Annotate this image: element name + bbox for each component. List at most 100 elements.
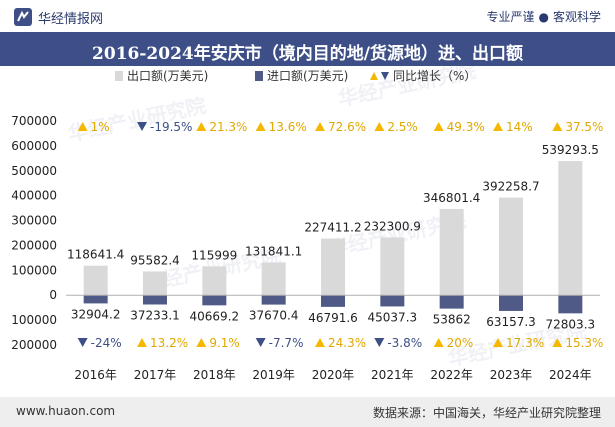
legend-import-label: 进口额(万美元) (267, 69, 348, 83)
footer-site: www.huaon.com (16, 404, 116, 418)
yoy-label: 24.3% (328, 336, 366, 350)
yoy-label: -24% (91, 336, 122, 350)
yoy-up-triangle-icon (374, 122, 385, 131)
yoy-label: 17.3% (506, 336, 544, 350)
yoy-down-triangle-icon (137, 122, 147, 131)
import-value-label: 63157.3 (486, 315, 536, 329)
yoy-up-triangle-icon (552, 338, 563, 347)
import-value-label: 46791.6 (308, 311, 358, 325)
import-value-label: 37233.1 (130, 308, 180, 322)
y-tick-label: 100000 (11, 263, 57, 277)
yoy-label: 72.6% (328, 120, 366, 134)
yoy-up-triangle-icon (493, 338, 503, 347)
y-tick-label: 200000 (11, 238, 57, 252)
tagline-left: 专业严谨 (486, 10, 535, 24)
import-bar (83, 295, 108, 304)
import-bar (202, 295, 227, 306)
yoy-label: 1% (91, 120, 110, 134)
export-value-label: 232300.9 (364, 219, 421, 233)
export-bar (380, 237, 405, 296)
yoy-up-triangle-icon (433, 338, 444, 347)
separator-dot-icon: ● (538, 10, 549, 24)
import-bar (439, 295, 464, 309)
yoy-up-triangle-icon (552, 122, 563, 131)
import-value-label: 32904.2 (71, 307, 121, 321)
yoy-label: 13.6% (269, 120, 307, 134)
yoy-up-triangle-icon (493, 122, 503, 131)
export-bar (321, 238, 345, 296)
yoy-down-triangle-icon (255, 338, 266, 347)
x-tick-label: 2024年 (549, 368, 592, 382)
y-tick-label: 100000 (11, 313, 57, 327)
yoy-up-triangle-icon (433, 122, 444, 131)
y-tick-label: 300000 (11, 214, 57, 228)
yoy-label: 14% (506, 120, 533, 134)
x-tick-label: 2022年 (430, 368, 473, 382)
brand-logo-icon (14, 8, 32, 26)
x-tick-label: 2017年 (134, 368, 177, 382)
yoy-up-triangle-icon (137, 338, 147, 347)
yoy-label: 9.1% (209, 336, 240, 350)
x-tick-label: 2016年 (74, 368, 117, 382)
export-value-label: 95582.4 (130, 253, 180, 267)
export-bar (439, 208, 464, 296)
import-value-label: 40669.2 (190, 309, 240, 323)
brand-name: 华经情报网 (38, 12, 104, 27)
export-value-label: 115999 (191, 248, 237, 262)
import-value-label: 37670.4 (249, 309, 299, 323)
yoy-up-triangle-icon (315, 338, 325, 347)
import-bar (499, 295, 523, 311)
import-value-label: 53862 (433, 313, 471, 327)
legend-export-swatch (115, 71, 123, 81)
title-bar: 2016-2024年安庆市（境内目的地/货源地）进、出口额 (0, 32, 615, 66)
yoy-label: -7.7% (269, 336, 304, 350)
footer: www.huaon.com 数据来源：中国海关，华经产业研究院整理 (0, 397, 615, 427)
x-tick-label: 2018年 (193, 368, 236, 382)
chart-title: 2016-2024年安庆市（境内目的地/货源地）进、出口额 (92, 44, 523, 64)
yoy-label: 37.5% (565, 120, 603, 134)
export-bar (202, 266, 227, 296)
import-bar (261, 295, 286, 305)
yoy-down-triangle-icon (77, 338, 88, 347)
yoy-label: 15.3% (565, 336, 603, 350)
legend-down-triangle-icon (381, 72, 389, 80)
y-tick-label: 700000 (11, 114, 57, 128)
legend-yoy-label: 同比增长（%） (393, 69, 476, 83)
y-tick-label: 0 (49, 288, 57, 302)
tagline: 专业严谨 ● 客观科学 (486, 8, 601, 25)
export-bar (83, 265, 108, 296)
export-value-label: 539293.5 (542, 143, 599, 157)
yoy-down-triangle-icon (374, 338, 385, 347)
export-bar (558, 160, 583, 296)
export-bar (143, 271, 167, 296)
yoy-up-triangle-icon (196, 338, 207, 347)
x-tick-label: 2020年 (312, 368, 355, 382)
import-value-label: 72803.3 (546, 317, 596, 331)
y-tick-label: 600000 (11, 139, 57, 153)
legend-up-triangle-icon (370, 72, 378, 80)
yoy-up-triangle-icon (196, 122, 207, 131)
yoy-label: 21.3% (209, 120, 247, 134)
export-value-label: 392258.7 (482, 180, 539, 194)
export-bar (499, 197, 523, 296)
export-bar (261, 262, 286, 296)
import-value-label: 45037.3 (368, 310, 418, 324)
yoy-label: 13.2% (150, 336, 188, 350)
import-bar (558, 295, 583, 314)
tagline-right: 客观科学 (552, 10, 601, 24)
export-value-label: 346801.4 (423, 191, 480, 205)
yoy-up-triangle-icon (255, 122, 266, 131)
legend-import-swatch (255, 71, 263, 81)
x-tick-label: 2021年 (371, 368, 414, 382)
yoy-label: 20% (447, 336, 474, 350)
y-tick-label: 400000 (11, 189, 57, 203)
x-tick-label: 2019年 (252, 368, 295, 382)
export-value-label: 131841.1 (245, 244, 302, 258)
top-bar: 华经情报网 专业严谨 ● 客观科学 (0, 0, 615, 32)
legend-export-label: 出口额(万美元) (127, 69, 208, 83)
chart-area: 华经产业研究院华经产业研究院华经产业研究院华经产业研究院华经产业研究院出口额(万… (11, 66, 603, 382)
footer-source: 数据来源：中国海关，华经产业研究院整理 (372, 406, 601, 420)
import-bar (321, 295, 345, 307)
import-bar (380, 295, 405, 307)
